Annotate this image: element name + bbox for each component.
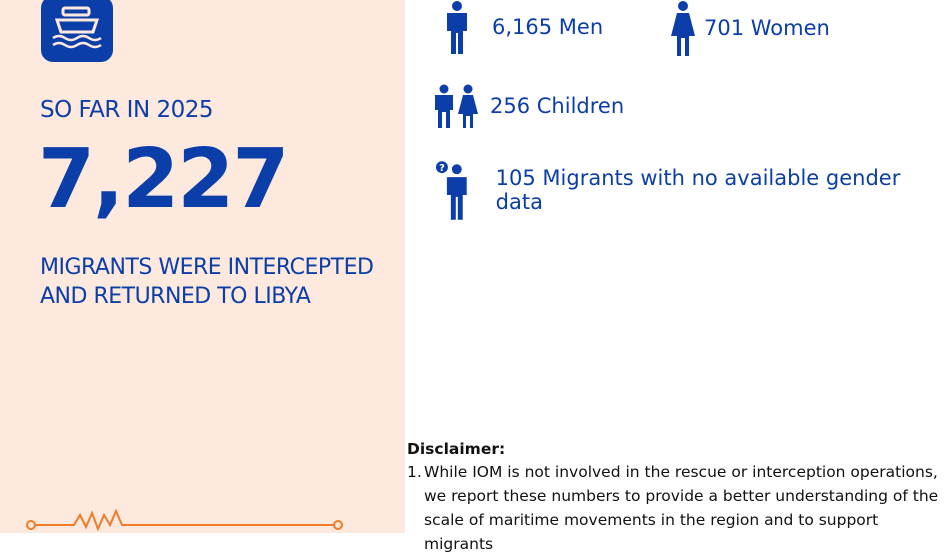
total-intercepted: 7,227 (38, 132, 289, 227)
man-icon (447, 1, 467, 54)
children-icon (435, 84, 478, 128)
children-count: 256 Children (490, 94, 625, 118)
disclaimer-item: 1. While IOM is not involved in the resc… (407, 460, 947, 556)
svg-text:?: ? (439, 163, 445, 174)
disclaimer: Disclaimer: 1. While IOM is not involved… (407, 440, 947, 556)
stat-unknown: ? 105 Migrants with no available gender … (436, 160, 950, 220)
stat-women: 701 Women (670, 0, 830, 56)
boat-on-water-icon (41, 0, 113, 62)
pulse-line-decoration (26, 508, 343, 532)
total-description: MIGRANTS WERE INTERCEPTED AND RETURNED T… (40, 253, 374, 311)
period-label: SO FAR IN 2025 (40, 97, 214, 123)
item-text: While IOM is not involved in the rescue … (424, 463, 939, 553)
stat-children: 256 Children (432, 84, 624, 128)
disclaimer-title: Disclaimer: (407, 440, 506, 458)
stat-men: 6,165 Men (444, 0, 603, 54)
men-count: 6,165 Men (492, 15, 604, 39)
unknown-count: 105 Migrants with no available gender da… (495, 166, 901, 214)
breakdown-panel (405, 0, 950, 533)
summary-panel: SO FAR IN 2025 7,227 MIGRANTS WERE INTER… (0, 0, 405, 533)
woman-icon (671, 1, 695, 56)
description-line: AND RETURNED TO LIBYA (40, 284, 311, 309)
unknown-gender-person-icon: ? (436, 161, 467, 220)
description-line: MIGRANTS WERE INTERCEPTED (40, 255, 374, 280)
women-count: 701 Women (704, 16, 830, 40)
item-number: 1. (407, 463, 422, 481)
